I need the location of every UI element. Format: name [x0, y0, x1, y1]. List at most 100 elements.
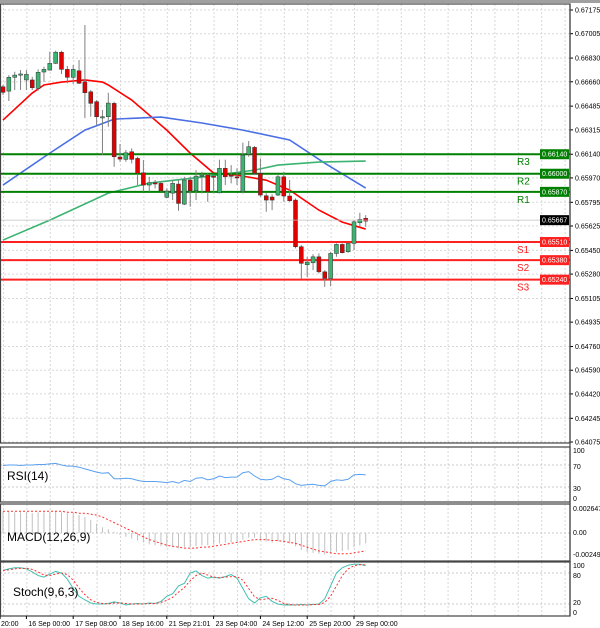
candle-bearish	[211, 175, 216, 178]
candle-bullish	[304, 261, 310, 265]
price-tick-label: 0.67005	[575, 31, 600, 38]
price-tick-label: 0.65450	[575, 248, 600, 255]
rsi-tick-label: 0	[573, 496, 577, 503]
candle-bearish	[76, 70, 82, 84]
candle-bullish	[351, 221, 357, 244]
candle-bearish	[223, 168, 228, 178]
stoch-tick-label: 0	[573, 610, 577, 617]
candle-bullish	[123, 152, 129, 160]
macd-title: MACD(12,26,9)	[7, 530, 90, 544]
price-tick-label: 0.65970	[575, 175, 600, 182]
level-name-s3: S3	[517, 283, 530, 294]
candle-bullish	[328, 253, 333, 279]
candle-bearish	[363, 218, 368, 222]
macd-panel[interactable]: MACD(12,26,9)	[0, 510, 570, 555]
level-name-r3: R3	[517, 157, 530, 168]
current-price-label: 0.65667	[542, 218, 567, 225]
stoch-tick-label: 80	[573, 573, 581, 580]
candle-bearish	[269, 196, 275, 201]
candle-bullish	[24, 74, 29, 81]
candle-bullish	[47, 63, 53, 71]
price-tick-label: 0.64590	[575, 368, 600, 375]
candle-bearish	[152, 182, 158, 185]
candle-bullish	[334, 244, 339, 254]
level-name-r2: R2	[517, 177, 530, 188]
level-price-box	[540, 149, 569, 160]
rsi-title: RSI(14)	[7, 469, 48, 483]
grid	[0, 4, 570, 616]
candle-bullish	[53, 51, 58, 64]
candle-bearish	[287, 195, 292, 202]
candle-bearish	[264, 195, 269, 201]
candle-bearish	[205, 174, 210, 192]
level-name-s2: S2	[517, 263, 530, 274]
macd-tick-label: 0.002647	[573, 506, 600, 513]
time-tick-label: 23 Sep 04:00	[216, 621, 258, 628]
candle-bullish	[41, 69, 47, 73]
price-tick-label: 0.65625	[575, 224, 600, 231]
rsi-tick-label: 70	[573, 464, 581, 471]
candle-bearish	[59, 51, 64, 70]
macd-tick-label: 0.00	[573, 530, 587, 537]
candle-bullish	[217, 168, 222, 194]
candle-bullish	[240, 154, 246, 192]
stoch-title: Stoch(9,6,3)	[13, 585, 78, 599]
stoch-signal-line	[2, 564, 366, 606]
price-tick-label: 0.64420	[575, 391, 600, 398]
panel-frame	[0, 446, 571, 503]
candle-bearish	[187, 179, 193, 191]
level-price-label: 0.65380	[542, 258, 567, 265]
time-tick-label: 25 Sep 20:00	[309, 621, 351, 628]
candle-bullish	[357, 219, 363, 224]
level-price-box	[540, 274, 569, 285]
panel-frame	[0, 3, 571, 444]
moving-average-line	[2, 79, 366, 230]
price-tick-label: 0.66485	[575, 104, 600, 111]
candle-bullish	[170, 183, 175, 194]
candle-bullish	[70, 69, 76, 78]
stoch-tick-label: 20	[573, 600, 581, 607]
candle-bearish	[252, 147, 257, 174]
level-name-s1: S1	[517, 245, 530, 256]
macd-signal-line	[3, 510, 366, 555]
candle-bearish	[316, 256, 322, 273]
time-tick-label: 18 Sep 16:00	[122, 621, 164, 628]
candle-bearish	[258, 173, 263, 196]
level-price-label: 0.66000	[542, 171, 567, 178]
price-tick-label: 0.67175	[575, 8, 600, 15]
time-tick-label: 29 Sep 00:00	[356, 621, 398, 628]
candle-bearish	[129, 151, 134, 160]
stoch-panel[interactable]: Stoch(9,6,3)	[0, 563, 570, 606]
candle-bullish	[35, 72, 41, 89]
level-price-label: 0.66140	[542, 152, 567, 159]
level-price-label: 0.65870	[542, 189, 567, 196]
level-price-box	[540, 255, 569, 266]
candle-bearish	[234, 176, 240, 179]
level-price-label: 0.65240	[542, 277, 567, 284]
price-tick-label: 0.64075	[575, 440, 600, 447]
candle-bearish	[117, 156, 123, 160]
candle-bullish	[345, 243, 351, 253]
price-panel[interactable]: R3 R2 R1 S1 S2 S3	[0, 25, 570, 294]
candle-bearish	[141, 172, 146, 186]
level-price-box	[540, 186, 569, 197]
stoch-main-line	[2, 563, 366, 606]
price-tick-label: 0.65105	[575, 296, 600, 303]
window-top-border	[0, 0, 600, 3]
time-tick-label: 16 Sep 00:00	[28, 621, 70, 628]
time-tick-label: 17 Sep 08:00	[75, 621, 117, 628]
stoch-tick-label: 100	[573, 563, 585, 570]
candle-bullish	[18, 73, 23, 76]
candle-bearish	[299, 246, 304, 264]
level-price-label: 0.65510	[542, 240, 567, 247]
price-tick-label: 0.66140	[575, 152, 600, 159]
rsi-panel[interactable]: RSI(14)	[0, 462, 570, 488]
candle-bullish	[12, 74, 17, 78]
axes: 0.67175 0.67005 0.66830 0.66660 0.66485 0.663…	[0, 3, 600, 628]
price-tick-label: 0.66315	[575, 127, 600, 134]
candle-bearish	[65, 69, 70, 78]
candle-bullish	[182, 179, 187, 205]
candle-bullish	[246, 146, 251, 155]
rsi-tick-label: 100	[573, 448, 585, 455]
